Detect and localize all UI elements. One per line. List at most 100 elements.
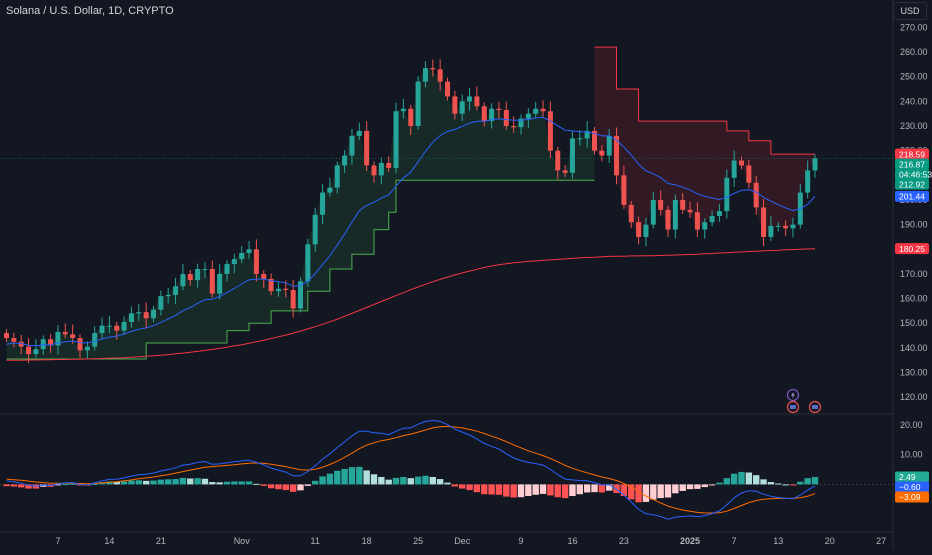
candle-body bbox=[165, 294, 171, 297]
macd-hist-bar bbox=[767, 482, 775, 485]
macd-hist-bar bbox=[650, 484, 657, 500]
macd-hist-bar bbox=[481, 484, 488, 495]
macd-hist-bar bbox=[672, 484, 679, 494]
macd-hist-bar bbox=[91, 483, 98, 485]
macd-hist-bar bbox=[679, 484, 686, 491]
candle-body bbox=[151, 309, 156, 319]
candle-body bbox=[533, 108, 539, 114]
price-scale-tag: 04:46:53 bbox=[899, 169, 932, 179]
price-scale-tag: 180.25 bbox=[899, 244, 925, 254]
macd-hist-bar bbox=[694, 484, 701, 489]
candle-body bbox=[702, 222, 708, 230]
currency-button[interactable]: USD bbox=[893, 2, 927, 20]
macd-hist-bar bbox=[532, 484, 539, 495]
macd-hist-bar bbox=[459, 484, 466, 489]
macd-hist-bar bbox=[473, 484, 481, 493]
price-scale-tag-bg bbox=[895, 158, 929, 170]
candle-body bbox=[99, 325, 105, 334]
macd-hist-bar bbox=[238, 481, 245, 485]
macd-hist-bar bbox=[628, 484, 635, 500]
macd-hist-bar bbox=[40, 484, 47, 487]
price-tick-label: 130.00 bbox=[900, 368, 928, 378]
candle-body bbox=[489, 108, 495, 122]
macd-hist-bar bbox=[319, 476, 326, 485]
macd-hist-bar bbox=[708, 484, 716, 486]
candle-body bbox=[790, 224, 796, 229]
macd-hist-bar bbox=[304, 484, 312, 486]
candle-body bbox=[378, 162, 384, 176]
candle-body bbox=[474, 96, 480, 107]
macd-hist-bar bbox=[797, 481, 804, 485]
candle-body bbox=[467, 96, 473, 102]
flag-event-icon-fill bbox=[789, 405, 796, 409]
candle-body bbox=[4, 333, 9, 339]
candle-body bbox=[658, 199, 664, 210]
macd-signal-line bbox=[6, 425, 816, 514]
macd-hist-bar bbox=[194, 478, 201, 485]
macd-hist-bar bbox=[378, 476, 385, 485]
macd-hist-bar bbox=[326, 473, 334, 485]
candle-body bbox=[327, 187, 333, 193]
candle-body bbox=[246, 249, 252, 253]
candle-body bbox=[349, 135, 355, 156]
candle-body bbox=[496, 108, 502, 110]
macd-line bbox=[6, 419, 816, 520]
candle-body bbox=[106, 325, 112, 327]
macd-hist-bar bbox=[657, 484, 664, 499]
macd-hist-bar bbox=[385, 479, 392, 485]
macd-hist-bar bbox=[400, 476, 407, 485]
macd-hist-bar bbox=[488, 484, 495, 495]
macd-hist-bar bbox=[392, 477, 400, 485]
time-axis-label: 23 bbox=[619, 536, 629, 546]
macd-hist-bar bbox=[223, 481, 231, 485]
price-tick-label: 190.00 bbox=[900, 220, 928, 230]
candle-body bbox=[364, 130, 370, 166]
macd-hist-bar bbox=[561, 484, 569, 499]
price-scale-tag: 218.59 bbox=[899, 149, 925, 159]
time-axis-label: 7 bbox=[55, 536, 60, 546]
time-axis-label: 11 bbox=[311, 536, 320, 546]
candle-body bbox=[283, 288, 289, 290]
candle-body bbox=[180, 273, 186, 287]
time-axis-label: 25 bbox=[413, 536, 423, 546]
candle-body bbox=[422, 68, 428, 82]
candle-body bbox=[665, 209, 671, 230]
time-axis-label: 18 bbox=[362, 536, 372, 546]
time-axis-label: 21 bbox=[156, 536, 166, 546]
price-tick-label: 240.00 bbox=[900, 96, 928, 106]
candle-body bbox=[739, 160, 744, 166]
macd-hist-bar bbox=[782, 484, 789, 486]
price-tick-label: 260.00 bbox=[900, 47, 928, 57]
candle-body bbox=[812, 158, 818, 171]
macd-hist-bar bbox=[804, 478, 811, 485]
candle-body bbox=[356, 130, 362, 136]
candle-body bbox=[298, 281, 303, 309]
candle-body bbox=[731, 160, 737, 178]
macd-hist-bar bbox=[370, 474, 378, 485]
candle-body bbox=[114, 325, 120, 331]
macd-hist-bar bbox=[745, 472, 753, 485]
macd-hist-bar bbox=[444, 482, 451, 485]
macd-hist-bar bbox=[356, 466, 363, 485]
candle-body bbox=[709, 216, 715, 223]
trailing-stop-green-line bbox=[6, 179, 595, 360]
price-scale-tag: 212.92 bbox=[899, 179, 925, 189]
candle-body bbox=[805, 170, 811, 193]
candle-body bbox=[680, 199, 686, 210]
candle-body bbox=[452, 96, 458, 114]
price-tick-label: 120.00 bbox=[900, 392, 928, 402]
candle-body bbox=[636, 222, 642, 237]
candle-body bbox=[11, 338, 17, 342]
candle-body bbox=[503, 109, 509, 127]
candle-body bbox=[386, 162, 392, 168]
macd-hist-bar bbox=[510, 484, 517, 498]
candle-body bbox=[614, 135, 620, 176]
candle-body bbox=[761, 207, 767, 237]
macd-hist-bar bbox=[312, 480, 319, 485]
candle-body bbox=[231, 259, 237, 265]
macd-hist-bar bbox=[407, 478, 414, 485]
macd-hist-bar bbox=[128, 480, 135, 485]
candle-body bbox=[694, 212, 700, 230]
